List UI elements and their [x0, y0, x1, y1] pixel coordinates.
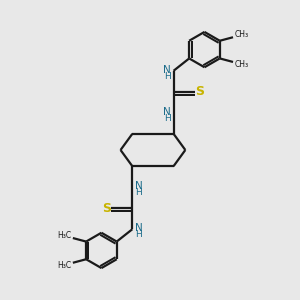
Text: H: H	[164, 72, 170, 81]
Text: N: N	[163, 64, 171, 75]
Text: H: H	[135, 230, 142, 239]
Text: N: N	[163, 107, 171, 117]
Text: H: H	[164, 114, 170, 123]
Text: H₃C: H₃C	[57, 231, 71, 240]
Text: CH₃: CH₃	[235, 60, 249, 69]
Text: CH₃: CH₃	[235, 30, 249, 39]
Text: S: S	[195, 85, 204, 98]
Text: H: H	[135, 188, 142, 196]
Text: N: N	[135, 181, 143, 190]
Text: N: N	[135, 223, 143, 233]
Text: H₃C: H₃C	[57, 261, 71, 270]
Text: S: S	[102, 202, 111, 214]
